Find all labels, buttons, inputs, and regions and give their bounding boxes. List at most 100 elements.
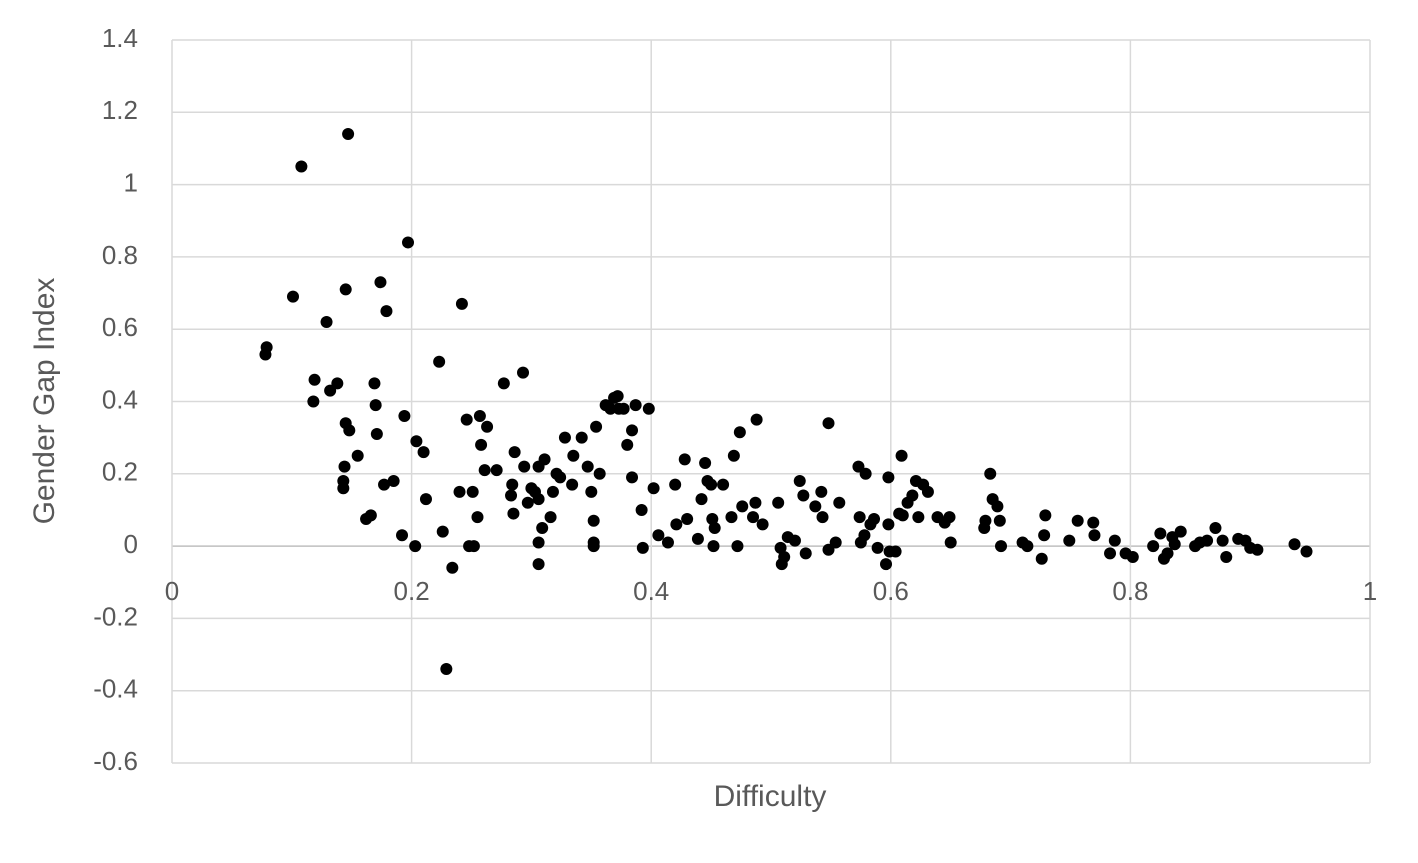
point (532, 493, 545, 506)
point (467, 540, 480, 553)
point (699, 456, 712, 469)
point (747, 511, 760, 524)
point (339, 283, 352, 296)
point (669, 478, 682, 491)
point (695, 493, 708, 506)
point (369, 399, 382, 412)
point (882, 518, 895, 531)
point (593, 467, 606, 480)
point (727, 449, 740, 462)
point (1108, 534, 1121, 547)
point (725, 511, 738, 524)
x-axis-label: Difficulty (714, 780, 827, 813)
point (1201, 534, 1214, 547)
point (1035, 552, 1048, 565)
point (518, 460, 531, 473)
point (475, 438, 488, 451)
point (337, 482, 350, 495)
point (460, 413, 473, 426)
y-tick-label: -0.2 (93, 601, 138, 631)
point (859, 467, 872, 480)
point (364, 509, 377, 522)
point (370, 428, 383, 441)
y-tick-label: 0.6 (102, 312, 138, 342)
point (343, 424, 356, 437)
point (816, 511, 829, 524)
point (921, 485, 934, 498)
point (1216, 534, 1229, 547)
point (774, 541, 787, 554)
x-tick-label: 1 (1363, 576, 1377, 606)
point (678, 453, 691, 466)
point (731, 540, 744, 553)
point (815, 485, 828, 498)
point (642, 402, 655, 415)
x-tick-label: 0.8 (1112, 576, 1148, 606)
point (410, 435, 423, 448)
point (436, 525, 449, 538)
point (387, 475, 400, 488)
point (1220, 550, 1233, 563)
point (896, 509, 909, 522)
x-tick-label: 0.6 (873, 576, 909, 606)
point (882, 471, 895, 484)
point (681, 512, 694, 525)
point (471, 511, 484, 524)
point (566, 478, 579, 491)
point (532, 558, 545, 571)
point (993, 514, 1006, 527)
point (307, 395, 320, 408)
point (308, 373, 321, 386)
y-tick-label: 1.2 (102, 95, 138, 125)
point (536, 522, 549, 535)
point (581, 460, 594, 473)
point (466, 485, 479, 498)
point (433, 355, 446, 368)
point (612, 402, 625, 415)
point (532, 536, 545, 549)
point (446, 561, 459, 574)
point (1039, 509, 1052, 522)
point (320, 315, 333, 328)
point (636, 541, 649, 554)
point (793, 475, 806, 488)
y-tick-label: 0.2 (102, 457, 138, 487)
point (587, 540, 600, 553)
point (626, 424, 639, 437)
point (979, 514, 992, 527)
point (481, 420, 494, 433)
point (809, 500, 822, 513)
point (895, 449, 908, 462)
point (943, 511, 956, 524)
point (398, 409, 411, 422)
point (778, 550, 791, 563)
point (799, 547, 812, 560)
point (507, 507, 520, 520)
point (889, 545, 902, 558)
point (706, 512, 719, 525)
point (822, 417, 835, 430)
point (705, 478, 718, 491)
point (546, 485, 559, 498)
point (880, 558, 893, 571)
point (544, 511, 557, 524)
point (756, 518, 769, 531)
point (635, 503, 648, 516)
point (587, 514, 600, 527)
x-tick-label: 0.2 (394, 576, 430, 606)
point (995, 540, 1008, 553)
point (1126, 550, 1139, 563)
point (749, 496, 762, 509)
point (558, 431, 571, 444)
y-tick-label: -0.4 (93, 674, 138, 704)
point (604, 402, 617, 415)
point (829, 536, 842, 549)
point (419, 493, 432, 506)
point (402, 236, 415, 249)
point (788, 534, 801, 547)
point (521, 496, 534, 509)
x-tick-label: 0.4 (633, 576, 669, 606)
y-tick-label: -0.6 (93, 746, 138, 776)
point (497, 377, 510, 390)
point (342, 127, 355, 140)
